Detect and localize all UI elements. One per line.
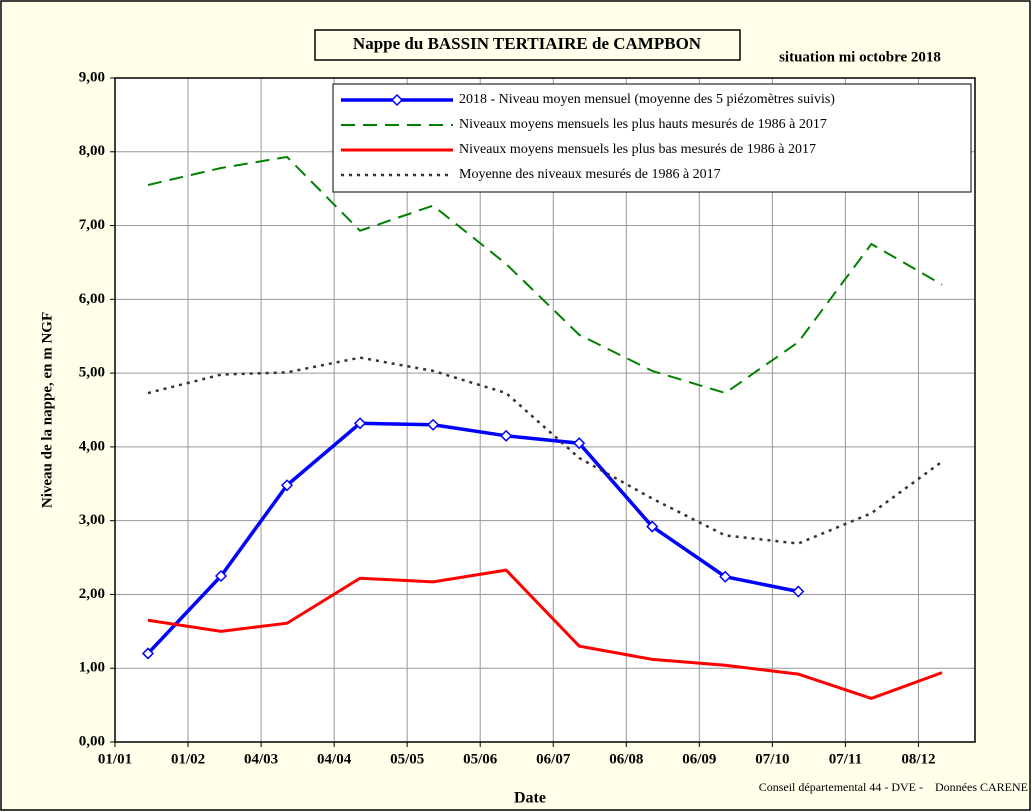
marker [280, 479, 294, 492]
x-tick-label: 06/08 [609, 751, 643, 767]
y-tick-label: 1,00 [79, 660, 105, 676]
x-tick-label: 05/05 [390, 751, 424, 767]
title-box [314, 29, 741, 61]
y-tick-label: 8,00 [79, 143, 105, 159]
legend-marker [390, 93, 404, 107]
x-tick-label: 01/02 [171, 751, 205, 767]
series-line [147, 155, 943, 395]
x-tick-label: 06/09 [682, 751, 716, 767]
marker [214, 569, 228, 583]
legend-label: Niveaux moyens mensuels les plus bas mes… [459, 142, 816, 157]
series-line [147, 568, 943, 701]
legend-label: Moyenne des niveaux mesurés de 1986 à 20… [459, 167, 721, 182]
marker [719, 570, 732, 583]
legend-label: 2018 - Niveau moyen mensuel (moyenne des… [459, 92, 835, 107]
marker [646, 520, 659, 533]
y-tick-label: 5,00 [79, 365, 105, 381]
marker [792, 585, 805, 598]
y-axis-label: Niveau de la nappe, en m NGF [39, 312, 55, 508]
x-tick-label: 01/01 [98, 751, 132, 767]
x-tick-label: 07/11 [829, 751, 862, 767]
y-tick-label: 9,00 [79, 69, 105, 85]
series-line [147, 356, 943, 545]
series-line [146, 421, 799, 655]
x-tick-label: 04/04 [317, 751, 352, 767]
y-tick-label: 0,00 [79, 733, 105, 749]
marker [573, 437, 586, 450]
subtitle: situation mi octobre 2018 [779, 49, 941, 65]
plot-border [114, 77, 976, 743]
y-tick-label: 6,00 [79, 291, 105, 307]
x-tick-label: 05/06 [463, 751, 498, 767]
chart-title: Nappe du BASSIN TERTIAIRE de CAMPBON [353, 34, 702, 53]
x-tick-label: 07/10 [755, 751, 789, 767]
y-tick-label: 4,00 [79, 438, 105, 454]
marker [141, 647, 155, 660]
x-tick-label: 04/03 [244, 751, 278, 767]
x-tick-label: 06/07 [536, 751, 571, 767]
x-tick-label: 08/12 [901, 751, 935, 767]
x-axis-label: Date [514, 790, 546, 807]
marker [353, 417, 367, 430]
y-tick-label: 3,00 [79, 512, 105, 528]
y-tick-label: 7,00 [79, 217, 105, 233]
y-tick-label: 2,00 [79, 586, 105, 602]
marker [500, 429, 513, 442]
source: Conseil départemental 44 - DVE - Données… [759, 780, 1028, 794]
legend-label: Niveaux moyens mensuels les plus hauts m… [459, 117, 827, 132]
marker [427, 418, 440, 431]
